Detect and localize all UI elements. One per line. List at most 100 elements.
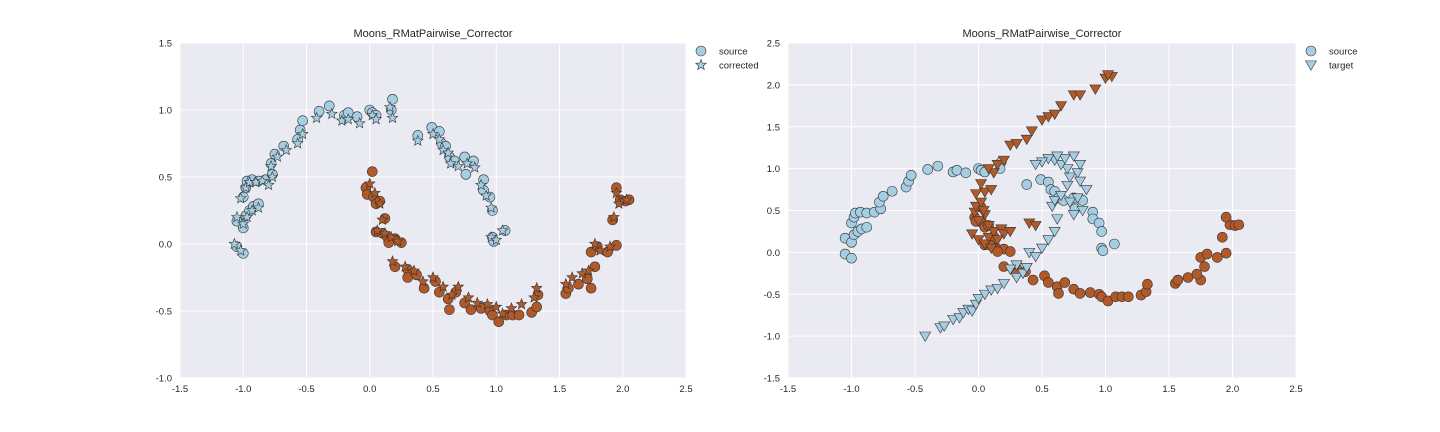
y-tick-label: 1.0 [159,106,172,117]
corrected-point [462,291,475,303]
target-point [1020,134,1033,146]
source-point [886,185,898,197]
corrected-point [370,113,383,125]
target-point [1102,70,1115,81]
source-point [1074,288,1086,299]
target-point [1020,263,1033,274]
source-point [513,309,525,321]
target-point [1004,140,1017,151]
source-point [1191,268,1203,280]
source-point [1217,232,1228,243]
target-point [985,243,998,255]
target-point [972,216,985,227]
corrected-point [468,161,481,173]
corrected-point [265,159,278,172]
corrected-point [481,297,494,310]
source-point [1220,211,1232,223]
corrected-point [383,101,396,113]
corrected-point [386,111,399,124]
corrected-point [530,281,543,294]
corrected-point [566,271,579,283]
target-point [1063,172,1076,183]
corrected-point [607,210,620,223]
data-points [839,70,1245,342]
corrected-point [433,133,446,145]
corrected-point [342,113,355,125]
target-point [1061,164,1074,175]
chart-title: Moons_RMatPairwise_Corrector [354,28,513,40]
source-point [905,170,917,181]
target-point [1016,268,1029,280]
corrected-point [353,117,366,129]
target-point [991,283,1004,295]
source-point [1233,219,1245,231]
corrected-point [310,111,323,124]
legend-label-source: source [719,47,748,58]
corrected-point [256,174,269,187]
target-point [1089,84,1102,95]
target-point [1042,112,1055,123]
corrected-point [496,224,509,236]
target-point [995,224,1008,235]
x-tick-label: -1.5 [780,384,796,395]
target-point [985,285,998,296]
y-tick-label: 2.0 [767,80,780,91]
target-point [938,321,951,332]
corrected-point [588,237,601,250]
source-point [846,252,857,264]
x-tick-label: 0.5 [1035,384,1048,395]
target-point [1029,221,1042,232]
y-tick-label: 1.5 [159,39,172,50]
corrected-point [234,244,247,256]
source-point [951,165,963,176]
corrected-point [376,213,389,225]
corrected-point [363,177,376,189]
source-point [297,115,309,127]
corrected-point [582,264,595,276]
corrected-point [411,134,424,146]
target-point [991,160,1004,171]
target-point [1074,90,1087,101]
target-point [1025,126,1038,137]
target-point [978,187,991,198]
y-tick-label: 1.0 [767,164,780,175]
y-tick-label: 0.5 [767,206,780,217]
target-point [982,221,995,232]
target-point [1071,168,1084,179]
x-tick-label: 1.0 [490,384,503,395]
target-point [1004,227,1017,238]
y-tick-label: 2.5 [767,39,780,50]
corrected-point [230,210,243,223]
corrected-point [620,193,633,205]
source-point [1123,291,1134,303]
corrected-point [444,157,457,169]
source-point [366,166,378,177]
y-tick-label: 0.0 [767,248,780,259]
target-point [1029,160,1042,171]
corrected-point [373,197,386,209]
corrected-point [296,127,309,140]
source-point [573,278,584,290]
corrected-point [280,143,293,156]
source-point [1142,278,1153,290]
source-point [1220,247,1232,259]
target-point [975,197,988,208]
target-point [982,164,995,175]
x-tick-label: 1.0 [1099,384,1112,395]
target-point [1080,185,1093,196]
y-tick-label: 0.5 [159,173,172,184]
target-point [1048,227,1061,238]
corrected-point [437,143,450,156]
legend-marker-corrected [694,58,708,71]
legend-label-target: target [1329,61,1354,72]
corrected-point [490,233,503,246]
target-point [1063,197,1076,208]
target-point [1067,210,1080,221]
source-point [1096,226,1107,237]
corrected-point [515,297,528,310]
target-point [1055,191,1068,202]
target-point [1074,176,1087,188]
source-point [460,169,472,180]
target-point [1061,180,1074,192]
source-point [1021,179,1033,190]
